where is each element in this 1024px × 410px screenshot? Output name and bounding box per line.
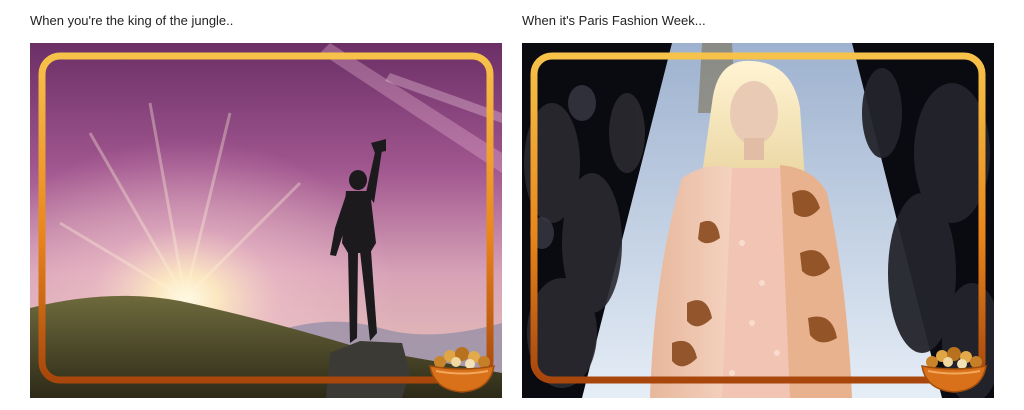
caption-left: When you're the king of the jungle.. — [30, 13, 234, 28]
runway-model-photo — [522, 43, 994, 398]
cereal-bowl-icon — [429, 347, 495, 393]
meme-panel-left: When you're the king of the jungle.. — [30, 0, 502, 400]
mountain-sunset-photo — [30, 43, 502, 398]
meme-panel-right: When it's Paris Fashion Week... — [522, 0, 994, 400]
cereal-bowl-icon — [921, 347, 987, 393]
orange-frame-left — [38, 52, 494, 384]
orange-frame-right — [530, 52, 986, 384]
caption-right: When it's Paris Fashion Week... — [522, 13, 706, 28]
